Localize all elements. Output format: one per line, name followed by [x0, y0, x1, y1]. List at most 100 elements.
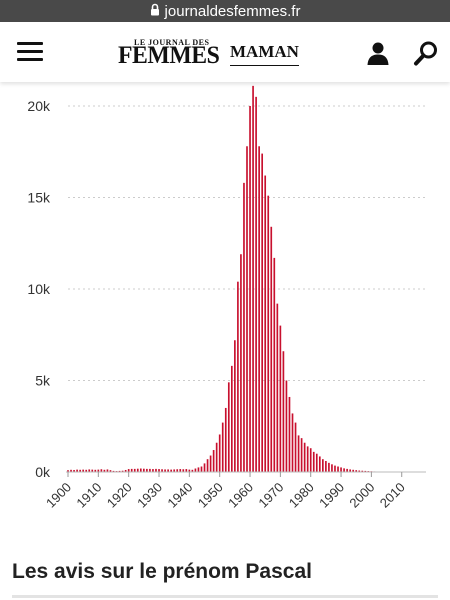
- bar: [312, 451, 315, 472]
- bar: [85, 469, 88, 472]
- bar: [285, 380, 288, 472]
- bar: [100, 469, 103, 472]
- browser-url-bar[interactable]: journaldesfemmes.fr: [0, 0, 450, 22]
- reviews-section-title: Les avis sur le prénom Pascal: [12, 560, 312, 583]
- bar: [240, 254, 242, 472]
- bar: [155, 468, 157, 472]
- bar: [331, 464, 333, 472]
- x-tick-label: 1960: [225, 480, 256, 511]
- y-tick-label: 0k: [35, 464, 51, 480]
- bar: [276, 303, 279, 472]
- bar: [246, 146, 248, 472]
- bar: [234, 340, 236, 472]
- bar: [82, 469, 85, 472]
- bar: [340, 467, 342, 472]
- search-icon[interactable]: [413, 40, 439, 66]
- bar: [343, 468, 345, 472]
- bar: [303, 442, 306, 472]
- bar: [364, 470, 367, 472]
- bar: [361, 470, 364, 472]
- x-tick-label: 1910: [73, 480, 104, 511]
- bar: [79, 469, 81, 472]
- bar: [127, 469, 130, 472]
- bar: [149, 468, 151, 472]
- bar: [297, 435, 300, 472]
- bar: [124, 469, 127, 472]
- y-tick-label: 10k: [27, 281, 51, 297]
- bar: [206, 459, 209, 472]
- bar: [106, 469, 109, 472]
- bar: [221, 422, 224, 472]
- bar: [118, 470, 121, 472]
- x-tick-label: 1950: [195, 480, 226, 511]
- site-header: LE JOURNAL DES FEMMES MAMAN: [0, 22, 450, 82]
- bar: [197, 467, 200, 472]
- bar: [309, 448, 312, 472]
- bar: [249, 106, 251, 472]
- bar: [322, 459, 324, 472]
- y-tick-label: 20k: [27, 98, 51, 114]
- bar: [334, 465, 336, 472]
- x-tick-label: 1930: [134, 480, 165, 511]
- bar: [355, 470, 358, 472]
- bar: [146, 468, 148, 472]
- bar: [212, 450, 215, 472]
- bar: [258, 146, 260, 472]
- y-tick-label: 5k: [35, 373, 51, 389]
- bar: [328, 462, 330, 472]
- bar: [273, 257, 276, 472]
- bar: [255, 96, 257, 472]
- bar: [185, 469, 188, 472]
- bar: [70, 469, 72, 472]
- bar: [358, 470, 361, 472]
- bar: [224, 407, 227, 472]
- x-tick-label: 2010: [377, 480, 408, 511]
- bar: [300, 438, 303, 472]
- bar: [121, 470, 124, 472]
- x-tick-label: 1970: [255, 480, 286, 511]
- x-tick-label: 1980: [286, 480, 317, 511]
- bar: [158, 469, 160, 472]
- bar: [164, 469, 166, 472]
- bar: [230, 365, 233, 472]
- bar: [173, 469, 176, 472]
- bar: [188, 469, 191, 472]
- x-tick-label: 1990: [316, 480, 347, 511]
- bar: [203, 463, 206, 472]
- logo-main-text: FEMMES: [118, 42, 220, 69]
- bar: [218, 434, 221, 472]
- bar: [261, 153, 264, 472]
- x-tick-label: 1940: [164, 480, 195, 511]
- bar: [215, 442, 218, 472]
- user-icon[interactable]: [366, 41, 390, 65]
- bar: [88, 469, 91, 472]
- bar: [243, 182, 245, 473]
- bar: [133, 468, 136, 472]
- bar: [179, 469, 182, 472]
- bar: [143, 468, 145, 472]
- site-logo[interactable]: LE JOURNAL DES FEMMES MAMAN: [118, 33, 318, 73]
- bar: [194, 468, 197, 472]
- bar: [176, 469, 179, 472]
- bar: [112, 470, 115, 472]
- bar: [109, 470, 112, 472]
- bar: [264, 175, 267, 472]
- bar: [349, 469, 351, 472]
- bar: [103, 469, 106, 472]
- y-tick-label: 15k: [27, 190, 51, 206]
- bar: [152, 469, 154, 472]
- bar: [267, 195, 270, 473]
- browser-url-text: journaldesfemmes.fr: [164, 2, 301, 20]
- hamburger-icon[interactable]: [17, 42, 43, 62]
- bar: [76, 469, 78, 472]
- bar: [337, 466, 339, 472]
- bar: [252, 85, 254, 473]
- bar: [73, 469, 75, 472]
- bar: [94, 469, 97, 472]
- section-divider: [12, 595, 438, 598]
- bar: [91, 469, 94, 472]
- bar: [318, 456, 321, 472]
- x-tick-label: 1900: [43, 480, 74, 511]
- name-frequency-chart: 0k 5k 10k 15k 20k 1900 1910 1920 1930 1940 1950 196…: [27, 85, 426, 511]
- bar: [167, 469, 169, 472]
